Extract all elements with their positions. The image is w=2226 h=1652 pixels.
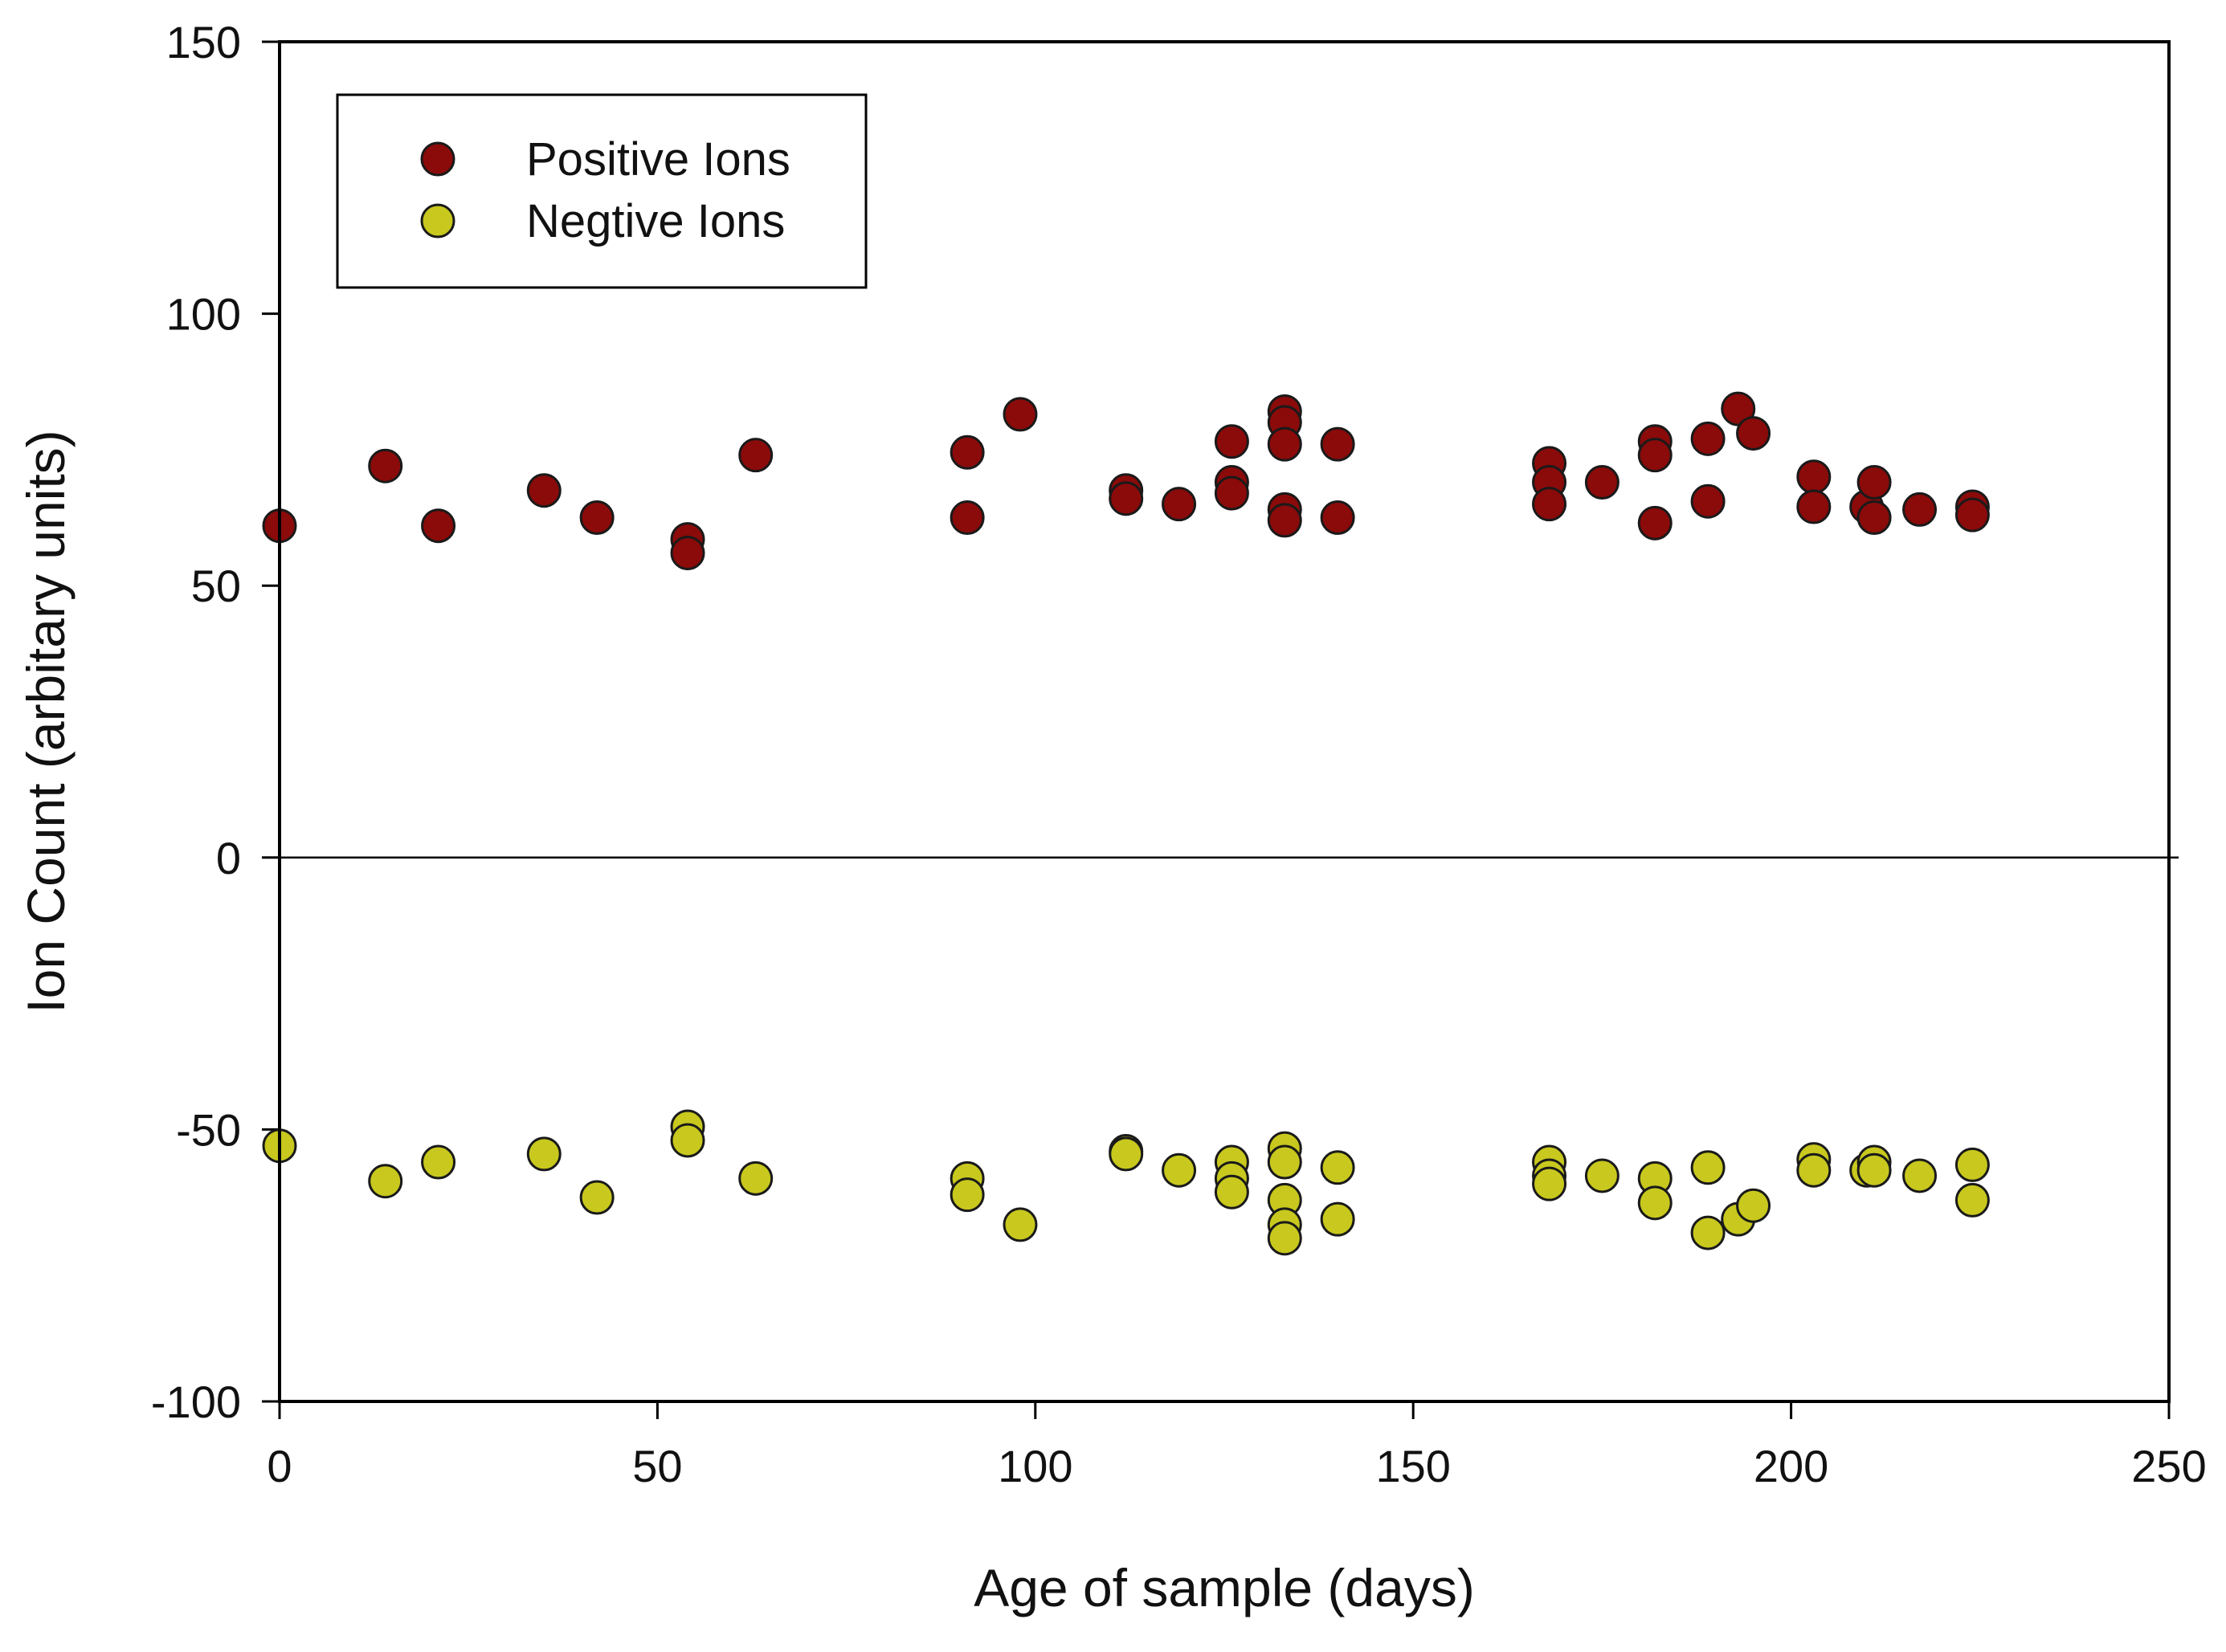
positive-ion-point	[1690, 483, 1726, 519]
positive-ion-point	[1320, 500, 1355, 536]
ticks-layer: -100 -50 0 50 100 150 0 50 100 150 200 250	[151, 17, 2207, 1491]
positive-ion-point	[368, 448, 403, 483]
negative-ion-point	[526, 1136, 562, 1172]
positive-ion-point	[1736, 416, 1771, 451]
positive-ion-point	[1162, 487, 1197, 522]
negative-ion-point	[738, 1160, 774, 1196]
negative-ion-point	[1162, 1152, 1197, 1188]
positive-ion-point	[1856, 465, 1892, 500]
negative-ion-point	[1690, 1215, 1726, 1250]
negative-ion-point	[1214, 1174, 1249, 1209]
positive-ion-point	[1637, 438, 1673, 473]
x-tick-label: 150	[1375, 1441, 1450, 1491]
negative-ion-point	[1954, 1182, 1990, 1218]
plot-area-frame	[278, 40, 2171, 1403]
negative-ion-point	[1954, 1147, 1990, 1182]
negative-ion-point	[1796, 1152, 1832, 1188]
negative-ion-point	[950, 1177, 985, 1213]
positive-ion-point	[670, 536, 705, 571]
legend-box	[336, 93, 868, 289]
y-tick-label: 50	[191, 561, 241, 611]
positive-ion-point	[1267, 426, 1302, 462]
negative-ion-point	[670, 1123, 705, 1158]
positive-ion-point	[1637, 505, 1673, 540]
positive-ion-point	[526, 473, 562, 508]
positive-ion-point	[1214, 424, 1249, 459]
x-tick-label: 100	[998, 1441, 1072, 1491]
negative-ion-point	[1532, 1166, 1567, 1201]
positive-ion-point	[1214, 475, 1249, 511]
positive-ion-point	[421, 508, 456, 544]
negative-ion-point	[1584, 1158, 1619, 1193]
positive-ion-point	[1584, 465, 1619, 500]
y-tick-label: 150	[166, 17, 241, 67]
negative-ion-point	[1320, 1150, 1355, 1185]
series-negative-ions	[262, 1109, 1990, 1256]
points-layer	[262, 391, 1990, 1256]
negative-ion-point	[1690, 1150, 1726, 1185]
y-tick-label: -100	[151, 1377, 241, 1427]
negative-ion-point	[1736, 1188, 1771, 1223]
positive-ion-point	[1954, 497, 1990, 532]
series-positive-ions	[262, 391, 1990, 571]
negative-ion-point	[1856, 1152, 1892, 1188]
positive-ion-point	[1532, 487, 1567, 522]
x-tick-label: 200	[1754, 1441, 1828, 1491]
negative-ion-point	[1003, 1207, 1038, 1242]
negative-ion-point	[1902, 1158, 1938, 1193]
legend-label-positive-ions: Positive Ions	[526, 133, 790, 186]
positive-ion-point	[579, 500, 615, 536]
x-tick-label: 250	[2131, 1441, 2206, 1491]
negative-ion-point	[1320, 1201, 1355, 1237]
legend-marker-positive-ions	[420, 141, 455, 177]
x-tick-label: 0	[267, 1441, 292, 1491]
negative-ion-point	[1109, 1136, 1144, 1172]
y-tick-label: 0	[216, 833, 241, 883]
legend-label-negative-ions: Negtive Ions	[526, 195, 785, 247]
positive-ion-point	[1109, 481, 1144, 516]
positive-ion-point	[950, 500, 985, 536]
positive-ion-point	[1902, 492, 1938, 527]
positive-ion-point	[1721, 391, 1756, 426]
positive-ion-point	[950, 434, 985, 470]
y-tick-label: 100	[166, 289, 241, 340]
positive-ion-point	[1003, 397, 1038, 432]
x-tick-label: 50	[632, 1441, 682, 1491]
negative-ion-point	[421, 1144, 456, 1180]
positive-ion-point	[1796, 459, 1832, 495]
negative-ion-point	[368, 1164, 403, 1199]
negative-ion-point	[1637, 1185, 1673, 1221]
positive-ion-point	[1320, 426, 1355, 462]
negative-ion-point	[1267, 1144, 1302, 1180]
legend-marker-negative-ions	[420, 203, 455, 239]
positive-ion-point	[1856, 500, 1892, 536]
positive-ion-point	[1267, 503, 1302, 538]
positive-ion-point	[1690, 421, 1726, 456]
x-axis-label: Age of sample (days)	[974, 1558, 1475, 1617]
y-tick-label: -50	[176, 1104, 241, 1155]
positive-ion-point	[738, 438, 774, 473]
positive-ion-point	[1796, 489, 1832, 524]
negative-ion-point	[579, 1180, 615, 1215]
y-axis-label: Ion Count (arbitary units)	[16, 430, 76, 1013]
legend: Positive Ions Negtive Ions	[336, 93, 868, 289]
negative-ion-point	[1267, 1221, 1302, 1256]
